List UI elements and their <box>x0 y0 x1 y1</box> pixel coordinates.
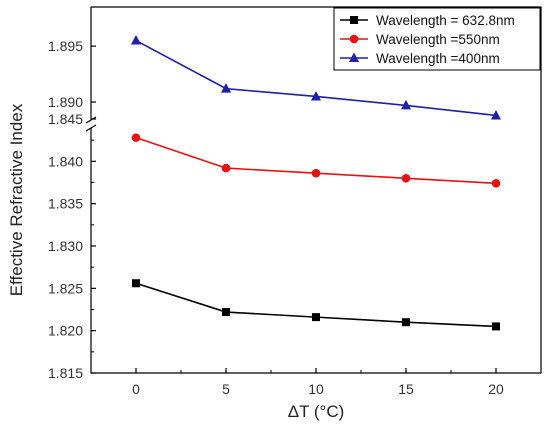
legend-label: Wavelength =550nm <box>376 32 500 47</box>
legend-swatch-marker <box>349 34 359 44</box>
legend-box <box>333 7 541 71</box>
data-point <box>221 163 231 173</box>
data-point <box>311 90 321 101</box>
legend-label: Wavelength = 632.8nm <box>376 13 515 28</box>
y-tick-label: 1.815 <box>48 365 83 381</box>
x-tick-label: 20 <box>488 381 504 397</box>
x-axis-label: ΔT (°C) <box>288 402 345 421</box>
data-point <box>132 279 140 288</box>
legend-label: Wavelength =400nm <box>376 51 500 66</box>
y-tick-label: 1.825 <box>48 280 83 296</box>
x-tick-label: 5 <box>222 381 230 397</box>
y-tick-label: 1.845 <box>48 111 83 127</box>
data-point <box>312 313 320 322</box>
y-tick-label: 1.840 <box>48 153 83 169</box>
data-point <box>222 308 230 317</box>
data-point <box>311 168 321 178</box>
x-tick-label: 10 <box>308 381 324 397</box>
data-point <box>402 318 410 327</box>
y-tick-label: 1.895 <box>48 38 83 54</box>
y-tick-label: 1.835 <box>48 196 83 212</box>
legend-swatch-marker <box>349 52 359 62</box>
data-point <box>221 83 231 93</box>
x-tick-label: 15 <box>398 381 414 397</box>
data-point <box>131 133 141 142</box>
legend-swatch-marker <box>350 16 358 24</box>
y-tick-label: 1.890 <box>48 94 83 110</box>
data-point <box>131 35 141 45</box>
series-1 <box>132 279 500 331</box>
data-point <box>401 99 411 110</box>
series-2 <box>131 133 501 188</box>
x-tick-label: 0 <box>132 381 140 397</box>
axis-break-mark-lower <box>85 124 97 132</box>
y-axis-label: Effective Refractive Index <box>7 103 26 296</box>
legend-entry: Wavelength =550nm <box>340 32 500 47</box>
series-3 <box>131 35 501 120</box>
data-point <box>401 173 411 183</box>
y-tick-label: 1.820 <box>48 323 83 339</box>
y-tick-label: 1.830 <box>48 238 83 254</box>
data-point <box>492 322 500 331</box>
data-point <box>491 179 501 188</box>
legend-entry: Wavelength = 632.8nm <box>340 13 515 28</box>
legend: Wavelength = 632.8nm Wavelength =550nm Wav… <box>333 7 541 71</box>
data-point <box>491 109 501 120</box>
axis-break-mark-upper <box>85 116 97 124</box>
legend-entry: Wavelength =400nm <box>340 51 500 66</box>
